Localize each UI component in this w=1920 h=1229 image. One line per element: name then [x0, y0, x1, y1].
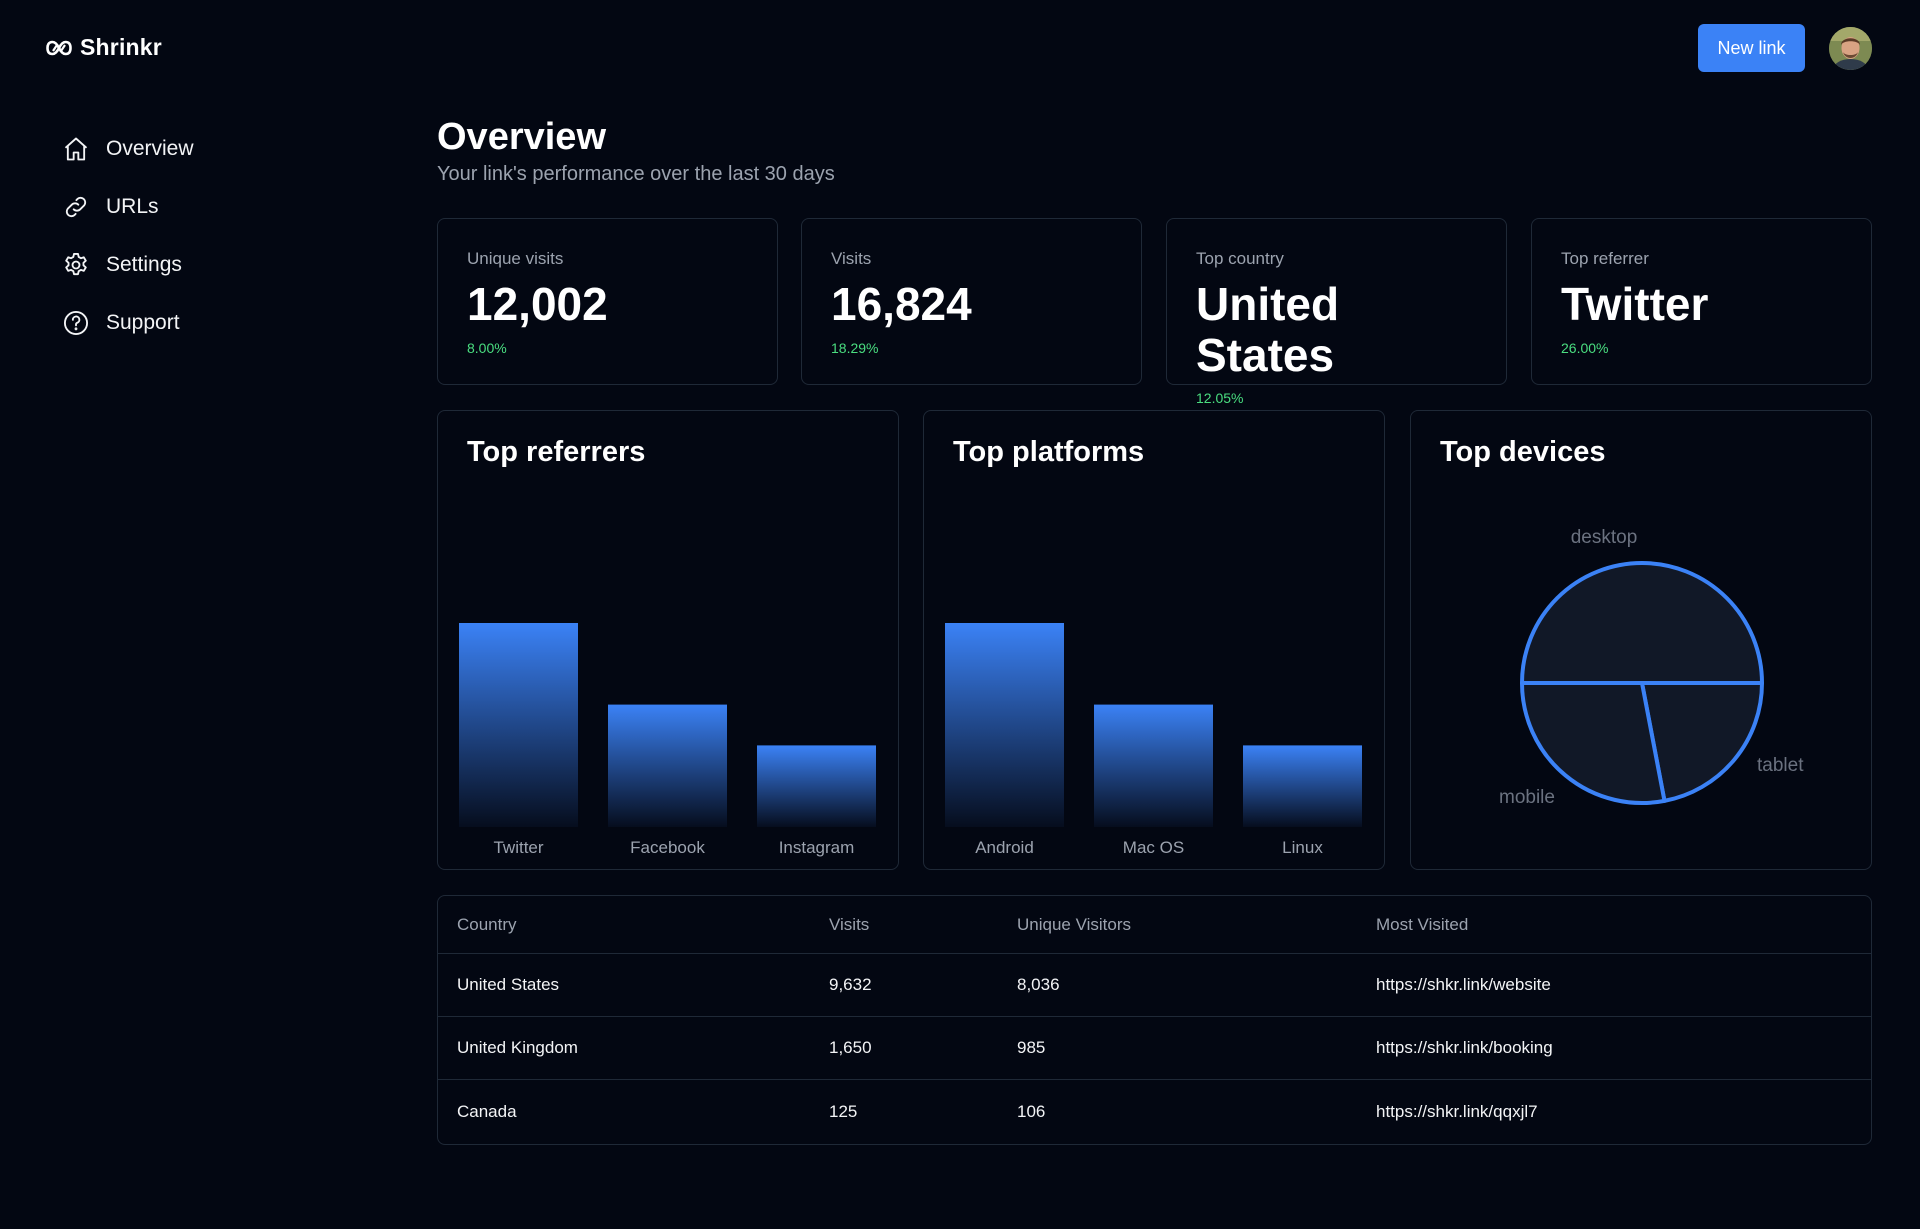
pie-slice-desktop[interactable]	[1520, 561, 1764, 685]
sidebar-nav: Overview URLs Settings Support	[62, 120, 362, 352]
stat-value: Twitter	[1561, 278, 1709, 330]
table-header-row: Country Visits Unique Visitors Most Visi…	[438, 896, 1871, 954]
app-logo[interactable]: Shrinkr	[46, 34, 162, 61]
home-icon	[62, 135, 90, 163]
stat-card-top-country: Top country United States 12.05%	[1166, 218, 1507, 406]
most-visited-link[interactable]: https://shkr.link/booking	[1376, 1038, 1553, 1057]
help-circle-icon	[62, 309, 90, 337]
unique-visitors-cell: 8,036	[1017, 975, 1060, 994]
pie-label: desktop	[1571, 527, 1638, 548]
avatar[interactable]	[1829, 27, 1872, 70]
top-platforms-card: Android Mac OS Linux Top platforms	[923, 410, 1385, 870]
pie-label: mobile	[1499, 787, 1555, 808]
country-cell: United States	[457, 975, 560, 994]
bar-label: Instagram	[779, 838, 855, 857]
sidebar-item-urls[interactable]: URLs	[62, 178, 362, 236]
sidebar-item-label: Support	[106, 311, 180, 334]
sidebar-item-support[interactable]: Support	[62, 294, 362, 352]
stat-change: 8.00%	[467, 339, 507, 356]
stat-change: 12.05%	[1196, 390, 1244, 407]
bar-label: Mac OS	[1123, 838, 1184, 857]
visits-cell: 125	[829, 1101, 858, 1121]
column-header-country[interactable]: Country	[457, 914, 517, 934]
bar-mac-os[interactable]	[1094, 704, 1213, 827]
stat-card-unique-visits: Unique visits 12,002 8.00%	[437, 218, 778, 385]
top-platforms-chart: Android Mac OS Linux	[945, 623, 1362, 857]
table-row[interactable]: United States 9,632 8,036 https://shkr.l…	[438, 954, 1871, 1017]
top-bar: Shrinkr New link	[0, 0, 1920, 96]
country-cell: Canada	[457, 1101, 517, 1121]
stat-card-visits: Visits 16,824 18.29%	[801, 218, 1142, 385]
stat-label: Visits	[831, 249, 872, 268]
unique-visitors-cell: 985	[1017, 1038, 1046, 1057]
infinity-logo-icon	[46, 39, 72, 57]
top-devices-chart: desktop tablet mobile	[1499, 527, 1804, 808]
bar-label: Linux	[1282, 838, 1323, 857]
unique-visitors-cell: 106	[1017, 1101, 1046, 1121]
country-cell: United Kingdom	[457, 1038, 578, 1057]
link-icon	[62, 193, 90, 221]
chart-title: Top platforms	[953, 436, 1145, 468]
pie-slice-mobile[interactable]	[1520, 681, 1667, 805]
bar-android[interactable]	[945, 623, 1064, 827]
gear-icon	[62, 251, 90, 279]
table-row[interactable]: United Kingdom 1,650 985 https://shkr.li…	[438, 1017, 1871, 1080]
visits-cell: 9,632	[829, 975, 872, 994]
stat-value: United States	[1196, 278, 1340, 381]
sidebar-item-label: Settings	[106, 253, 182, 276]
app-name: Shrinkr	[80, 34, 162, 60]
sidebar-item-label: Overview	[106, 137, 194, 160]
most-visited-link[interactable]: https://shkr.link/website	[1376, 975, 1551, 994]
chart-title: Top referrers	[467, 436, 646, 468]
sidebar-item-label: URLs	[106, 195, 159, 218]
column-header-most-visited[interactable]: Most Visited	[1376, 914, 1469, 934]
most-visited-link[interactable]: https://shkr.link/qqxjl7	[1376, 1101, 1538, 1121]
bar-label: Facebook	[630, 838, 705, 857]
stat-card-top-referrer: Top referrer Twitter 26.00%	[1531, 218, 1872, 385]
chart-title: Top devices	[1440, 436, 1606, 468]
column-header-visits[interactable]: Visits	[829, 914, 870, 934]
stat-label: Top country	[1196, 249, 1284, 268]
stat-value: 12,002	[467, 278, 608, 330]
stat-label: Top referrer	[1561, 249, 1649, 268]
bar-label: Twitter	[493, 838, 543, 857]
top-devices-card: desktop tablet mobile Top devices	[1410, 410, 1872, 870]
bar-facebook[interactable]	[608, 704, 727, 827]
page-title: Overview	[437, 116, 606, 158]
table-row[interactable]: Canada 125 106 https://shkr.link/qqxjl7	[438, 1080, 1871, 1143]
sidebar-item-overview[interactable]: Overview	[62, 120, 362, 178]
bar-instagram[interactable]	[757, 745, 876, 827]
bar-linux[interactable]	[1243, 745, 1362, 827]
visits-cell: 1,650	[829, 1038, 872, 1057]
column-header-unique-visitors[interactable]: Unique Visitors	[1017, 914, 1132, 934]
top-referrers-chart: Twitter Facebook Instagram	[459, 623, 876, 857]
stat-change: 18.29%	[831, 339, 879, 356]
country-table: Country Visits Unique Visitors Most Visi…	[437, 895, 1872, 1145]
top-referrers-card: Twitter Facebook Instagram Top referrers	[437, 410, 899, 870]
stat-value: 16,824	[831, 278, 972, 330]
sidebar-item-settings[interactable]: Settings	[62, 236, 362, 294]
bar-twitter[interactable]	[459, 623, 578, 827]
stat-label: Unique visits	[467, 249, 564, 268]
stat-change: 26.00%	[1561, 339, 1609, 356]
pie-label: tablet	[1757, 755, 1804, 776]
pie-slice-tablet[interactable]	[1640, 681, 1764, 803]
page-subtitle: Your link's performance over the last 30…	[437, 163, 835, 185]
bar-label: Android	[975, 838, 1034, 857]
new-link-button[interactable]: New link	[1698, 24, 1805, 72]
